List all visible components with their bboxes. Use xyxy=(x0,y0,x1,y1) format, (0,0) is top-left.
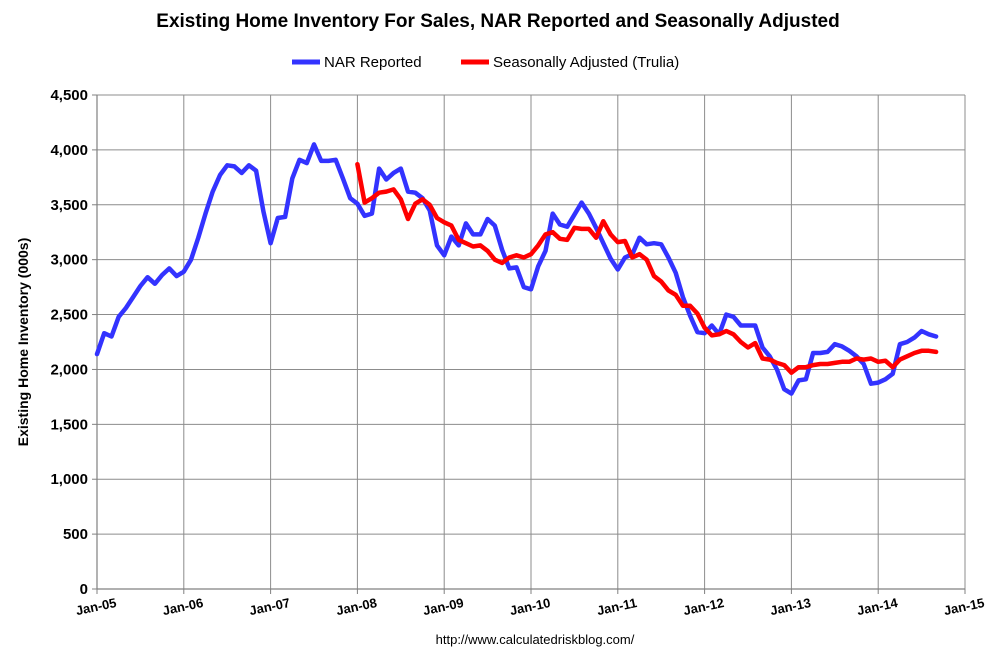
series-line-seasonally-adjusted xyxy=(355,161,939,375)
legend: NAR Reported Seasonally Adjusted (Trulia… xyxy=(292,54,679,71)
chart-title: Existing Home Inventory For Sales, NAR R… xyxy=(156,11,839,32)
y-tick-label: 2,000 xyxy=(50,361,88,378)
y-tick-label: 3,000 xyxy=(50,252,88,269)
x-tick-label: Jan-14 xyxy=(856,595,900,618)
y-tick-label: 0 xyxy=(80,581,88,598)
legend-label-nar-reported: NAR Reported xyxy=(324,54,422,71)
y-tick-label: 4,000 xyxy=(50,142,88,159)
source-url: http://www.calculatedriskblog.com/ xyxy=(436,632,635,647)
x-tick-label: Jan-06 xyxy=(161,595,204,618)
y-axis-label: Existing Home Inventory (000s) xyxy=(15,238,31,447)
y-tick-label: 1,000 xyxy=(50,471,88,488)
y-tick-label: 1,500 xyxy=(50,416,88,433)
x-tick-label: Jan-07 xyxy=(248,595,291,618)
x-tick-label: Jan-08 xyxy=(335,595,378,618)
y-axis-ticks: 0 500 1,000 1,500 2,000 2,500 3,000 3,500 4,000 4… xyxy=(50,87,97,598)
y-tick-label: 500 xyxy=(63,526,88,543)
x-tick-label: Jan-10 xyxy=(508,595,551,618)
series-lines xyxy=(94,142,939,396)
y-tick-label: 2,500 xyxy=(50,307,88,324)
y-tick-label: 3,500 xyxy=(50,197,88,214)
x-tick-label: Jan-15 xyxy=(942,595,985,618)
legend-label-seasonally-adjusted: Seasonally Adjusted (Trulia) xyxy=(493,54,679,71)
x-axis-ticks: Jan-05 Jan-06 Jan-07 Jan-08 Jan-09 Jan-10 Jan-… xyxy=(74,589,986,618)
series-line-nar-reported xyxy=(94,142,939,396)
x-tick-label: Jan-11 xyxy=(596,595,639,618)
x-tick-label: Jan-09 xyxy=(422,595,465,618)
x-tick-label: Jan-05 xyxy=(74,595,117,618)
axes xyxy=(96,95,965,590)
x-tick-label: Jan-13 xyxy=(769,595,812,618)
y-tick-label: 4,500 xyxy=(50,87,88,104)
x-tick-label: Jan-12 xyxy=(682,595,725,618)
